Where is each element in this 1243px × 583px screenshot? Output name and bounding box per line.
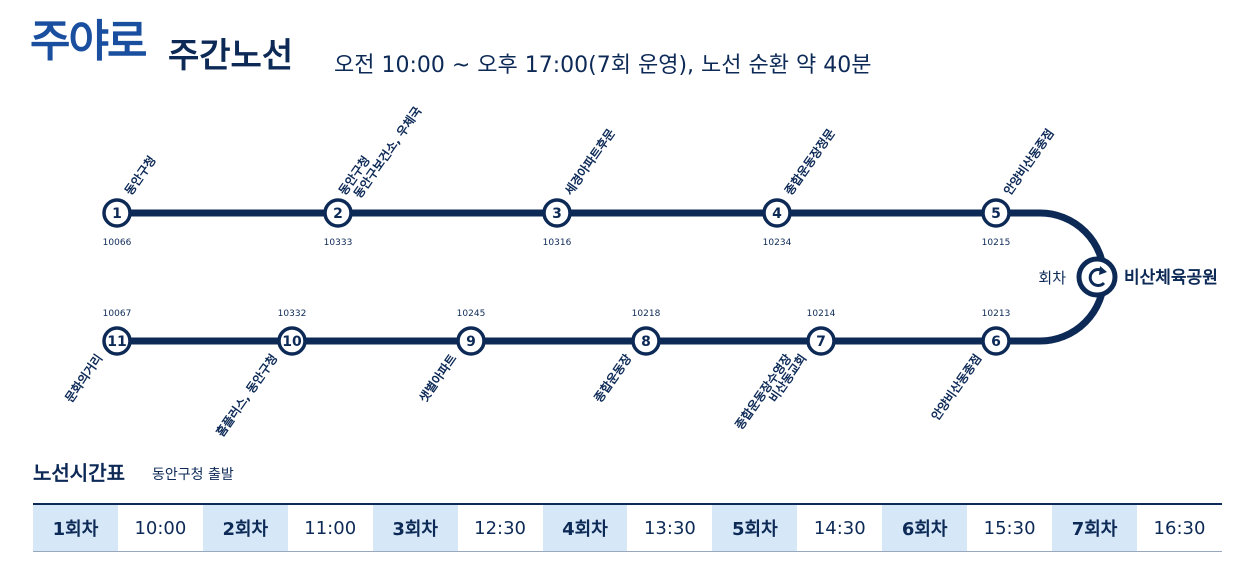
stop-name: 세경아파트후문 [561,126,618,198]
stop-number: 10 [282,334,302,350]
logo: 주야로 [30,16,147,67]
stop-5[interactable]: 5 10215 안양비산동종점 [981,126,1057,248]
turnaround[interactable]: 회차 비산체육공원 [1038,256,1218,298]
run-time: 10:00 [117,504,203,552]
stop-number: 6 [991,334,1001,350]
run-time: 11:00 [287,504,373,552]
stop-1[interactable]: 1 10066 동안구청 [102,153,159,248]
stops-layer: 1 10066 동안구청 2 10333 동안구청 동안구보건소, 우체국 3 10316 세경아… [62,104,1057,440]
route-line [117,209,1108,345]
run-time: 14:30 [797,504,883,552]
stop-marker [456,326,486,356]
stop-6[interactable]: 6 10213 안양비산동종점 [928,309,1011,423]
stop-name: 종합운동장정문 [781,126,838,198]
stop-name: 동안구청 [121,153,159,198]
run-label: 4회차 [542,504,628,552]
stop-10[interactable]: 10 10332 홈플러스, 동안구청 [212,309,307,439]
timetable-row: 1회차 10:00 2회차 11:00 3회차 12:30 4회차 13:30 … [33,504,1222,552]
run-time: 13:30 [627,504,713,552]
stop-marker [981,326,1011,356]
run-time: 12:30 [457,504,543,552]
stop-id: 10066 [103,238,132,248]
stop-number: 11 [107,334,126,350]
stop-id: 10215 [982,238,1011,248]
stop-id: 10333 [324,238,353,248]
stop-id: 10316 [543,238,572,248]
stop-11[interactable]: 11 10067 문화의거리 [62,309,132,405]
stop-name: 문화의거리 [62,351,106,405]
run-time: 15:30 [967,504,1053,552]
stop-number: 1 [112,206,122,222]
stop-number: 4 [772,206,782,222]
stop-marker [762,198,792,228]
turnaround-label: 회차 [1038,269,1066,287]
stop-number: 2 [333,206,343,222]
stop-id: 10234 [763,238,792,248]
timetable-subtitle: 동안구청 출발 [152,467,234,483]
stop-number: 9 [466,334,476,350]
terminal-name: 비산체육공원 [1124,268,1218,288]
stop-id: 10218 [632,309,661,319]
run-label: 5회차 [712,504,798,552]
stop-marker [102,198,132,228]
run-label: 3회차 [372,504,458,552]
stop-4[interactable]: 4 10234 종합운동장정문 [762,126,838,248]
stop-marker [102,326,132,356]
turnaround-circle [1076,256,1118,298]
stop-id: 10067 [103,309,132,319]
route-map: 1 10066 동안구청 2 10333 동안구청 동안구보건소, 우체국 3 10316 세경아… [62,104,1218,440]
stop-number: 3 [552,206,562,222]
stop-8[interactable]: 8 10218 종합운동장 [591,309,661,405]
run-label: 2회차 [202,504,288,552]
stop-id: 10213 [982,309,1011,319]
run-label: 6회차 [882,504,968,552]
stop-marker [277,326,307,356]
stop-marker [323,198,353,228]
stop-id: 10332 [278,309,307,319]
stop-marker [806,326,836,356]
stop-marker [981,198,1011,228]
route-path [117,209,1108,345]
stop-number: 5 [991,206,1001,222]
run-label: 1회차 [33,504,118,552]
stop-name: 안양비산동종점 [1000,126,1057,198]
stop-number: 8 [641,334,651,350]
stop-name: 안양비산동종점 [928,351,985,423]
schedule-description: 오전 10:00 ~ 오후 17:00(7회 운영), 노선 순환 약 40분 [334,53,872,78]
stop-name: 홈플러스, 동안구청 [212,351,280,439]
timetable: 1회차 10:00 2회차 11:00 3회차 12:30 4회차 13:30 … [33,503,1222,552]
stop-9[interactable]: 9 10245 샛별아파트 [416,309,486,405]
run-label: 7회차 [1052,504,1137,552]
route-name: 주간노선 [168,36,294,76]
stop-marker [631,326,661,356]
stop-id: 10245 [457,309,486,319]
stop-name: 샛별아파트 [416,351,460,405]
stop-3[interactable]: 3 10316 세경아파트후문 [542,126,618,248]
turnaround-icon [1088,266,1107,287]
stop-id: 10214 [807,309,836,319]
stop-name: 동안구보건소, 우체국 [350,104,424,201]
run-time: 16:30 [1136,504,1222,552]
stop-marker [542,198,572,228]
stop-number: 7 [816,334,826,350]
stop-name: 종합운동장 [591,351,635,405]
timetable-title: 노선시간표 [33,461,125,485]
